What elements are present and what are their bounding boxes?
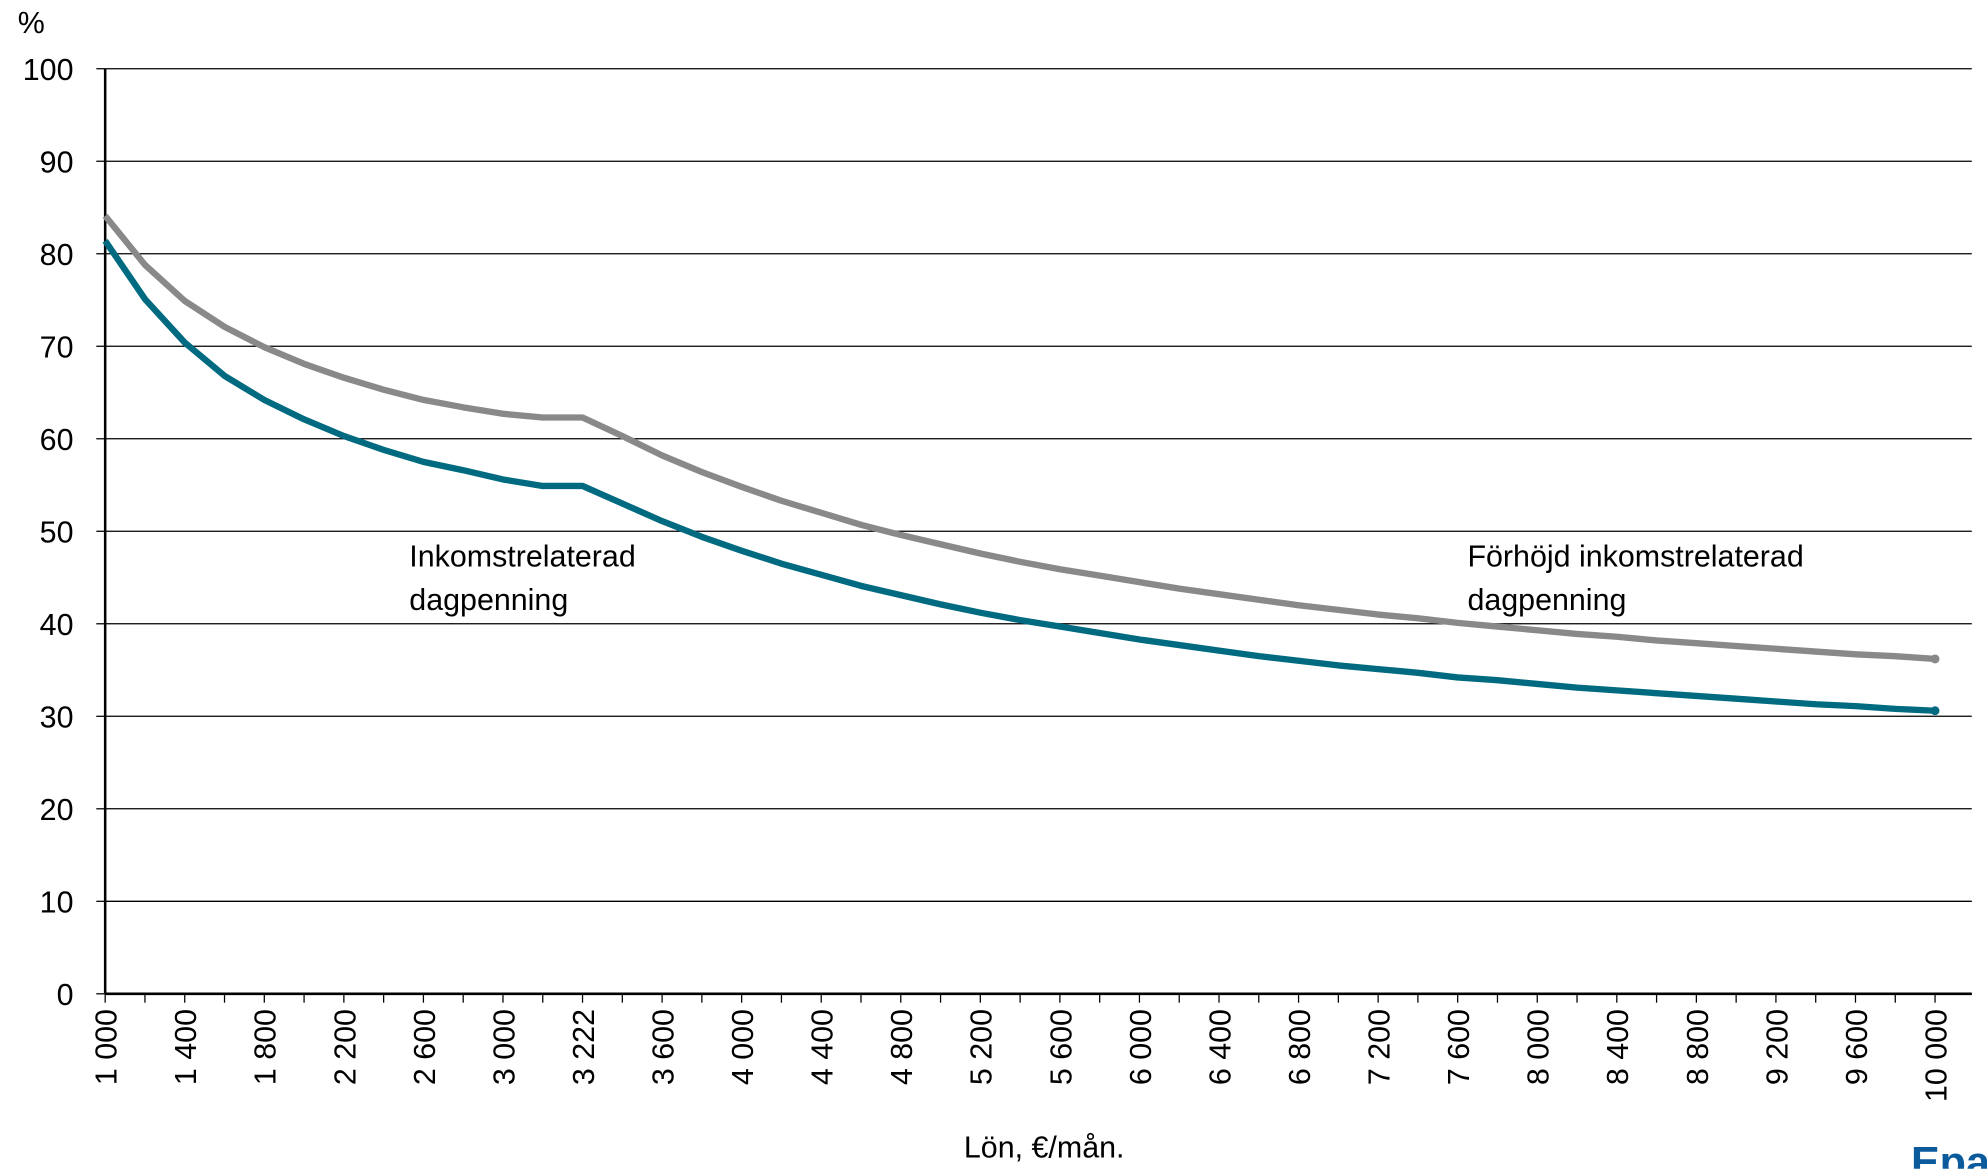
line: [102, 239, 1936, 714]
series-label: Inkomstrelaterad dagpenning: [409, 540, 635, 617]
x-tick-label: 3 600: [646, 1009, 680, 1085]
y-tick-label: 30: [40, 701, 74, 735]
x-tick-label: 2 600: [408, 1009, 442, 1085]
x-tick-label: 8 000: [1522, 1009, 1556, 1085]
x-tick-label: 1 000: [90, 1009, 124, 1085]
x-tick-label: 6 400: [1203, 1009, 1237, 1085]
series-label-line: dagpenning: [409, 583, 568, 617]
x-tick-label: 4 800: [885, 1009, 919, 1085]
y-tick-label: 90: [40, 146, 74, 180]
x-tick-label: 7 200: [1363, 1009, 1397, 1085]
x-tick-label: 10 000: [1919, 1009, 1953, 1102]
y-tick-label: 80: [40, 238, 74, 272]
x-tick-label: 5 600: [1044, 1009, 1078, 1085]
x-tick-label: 6 800: [1283, 1009, 1317, 1085]
y-tick-label: 40: [40, 608, 74, 642]
x-tick-label: 1 800: [249, 1009, 283, 1085]
x-tick-label: 8 800: [1681, 1009, 1715, 1085]
series-label-line: dagpenning: [1467, 583, 1626, 617]
line: [102, 213, 1936, 663]
y-tick-label: 60: [40, 423, 74, 457]
x-tick-label: 2 200: [328, 1009, 362, 1085]
x-tick-label: 6 000: [1124, 1009, 1158, 1085]
x-axis-label: Lön, €/mån.: [964, 1130, 1125, 1164]
x-tick-label: 9 200: [1760, 1009, 1794, 1085]
y-tick-label: 10: [40, 886, 74, 920]
x-tick-label: 4 400: [806, 1009, 840, 1085]
y-tick-label: 20: [40, 793, 74, 827]
x-tick-label: 4 000: [726, 1009, 760, 1085]
x-tick-label: 8 400: [1601, 1009, 1635, 1085]
x-tick-label: 5 200: [965, 1009, 999, 1085]
y-tick-label: 70: [40, 331, 74, 365]
logo: Epa: [1911, 1138, 1987, 1169]
end-point: [1930, 654, 1940, 664]
x-tick-label: 9 600: [1840, 1009, 1874, 1085]
y-tick-label: 0: [57, 978, 74, 1012]
y-axis-label: %: [18, 6, 45, 40]
series-label-line: Inkomstrelaterad: [409, 540, 635, 574]
series-label: Förhöjd inkomstrelaterad dagpenning: [1467, 540, 1803, 617]
y-tick-label: 50: [40, 516, 74, 550]
series-label-line: Förhöjd inkomstrelaterad: [1467, 540, 1803, 574]
x-tick-label: 1 400: [169, 1009, 203, 1085]
y-tick-label: 100: [23, 53, 74, 87]
end-point: [1930, 706, 1940, 716]
x-tick-label: 3 000: [487, 1009, 521, 1085]
x-tick-label: 3 222: [567, 1009, 601, 1085]
x-tick-label: 7 600: [1442, 1009, 1476, 1085]
